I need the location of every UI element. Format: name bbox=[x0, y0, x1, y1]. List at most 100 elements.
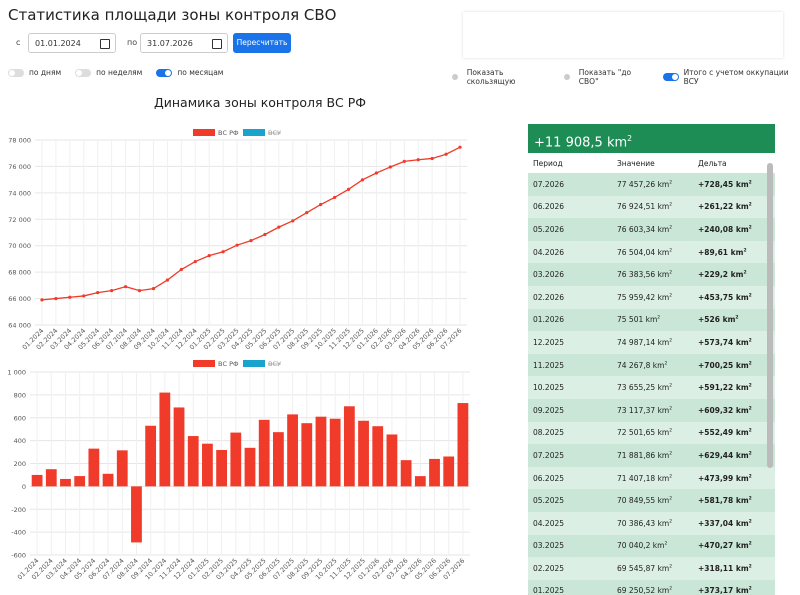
toggle[interactable]: по месяцам bbox=[156, 68, 223, 77]
recalc-button[interactable]: Пересчитать bbox=[233, 33, 291, 53]
y-tick-label: -200 bbox=[11, 506, 26, 514]
unit: km bbox=[657, 405, 670, 415]
scrollbar[interactable] bbox=[767, 163, 773, 468]
table-row: 09.2025 73 117,37 km2 +609,32 km2 bbox=[528, 398, 775, 422]
point bbox=[235, 243, 239, 247]
point bbox=[305, 211, 309, 215]
bar bbox=[230, 432, 242, 487]
y-tick-label: 200 bbox=[14, 460, 26, 468]
cell: 03.2026 bbox=[533, 270, 565, 280]
option-label: Итого с учетом оккупации ВСУ bbox=[683, 68, 789, 86]
point bbox=[40, 298, 44, 302]
unit: km bbox=[657, 563, 670, 573]
cell: 75 959,42 km2 bbox=[617, 293, 698, 302]
cell-value: +552,49 bbox=[698, 428, 734, 438]
unit-exp: 2 bbox=[743, 270, 747, 276]
unit: km bbox=[657, 224, 670, 234]
unit-exp: 2 bbox=[664, 541, 668, 547]
table-row: 05.2026 76 603,34 km2 +240,08 km2 bbox=[528, 218, 775, 241]
cell: +552,49 km2 bbox=[698, 428, 768, 437]
unit: km bbox=[657, 270, 670, 280]
unit-exp: 2 bbox=[669, 451, 673, 457]
unit: km bbox=[657, 247, 670, 257]
unit-exp: 2 bbox=[669, 383, 673, 389]
unit: km bbox=[657, 586, 670, 595]
option[interactable]: Показать "до СВО" bbox=[564, 68, 649, 86]
toggle[interactable]: по дням bbox=[8, 68, 61, 77]
to-date[interactable]: 31.07.2026 bbox=[140, 33, 228, 53]
option-label: Показать "до СВО" bbox=[578, 68, 632, 86]
cell-value: +470,27 bbox=[698, 541, 734, 551]
cell-value: 70 849,55 bbox=[617, 496, 656, 506]
switch bbox=[156, 68, 173, 77]
unit-exp: 2 bbox=[748, 180, 752, 186]
table-row: 07.2025 71 881,86 km2 +629,44 km2 bbox=[528, 444, 775, 467]
unit-exp: 2 bbox=[669, 474, 673, 480]
legend-label: ВСУ bbox=[268, 129, 281, 137]
point bbox=[221, 250, 225, 254]
toggle-label: по неделям bbox=[96, 68, 143, 77]
legend-swatch bbox=[193, 360, 215, 367]
legend-swatch bbox=[193, 129, 215, 136]
point bbox=[249, 239, 253, 243]
toggle-label: по месяцам bbox=[177, 68, 224, 77]
cell: 06.2026 bbox=[533, 202, 565, 212]
bar bbox=[287, 414, 298, 487]
cell-value: +261,22 bbox=[698, 202, 734, 212]
cell: +573,74 km2 bbox=[698, 338, 768, 347]
point bbox=[193, 259, 197, 264]
unit: km bbox=[735, 405, 749, 415]
cell: 07.2025 bbox=[533, 450, 565, 460]
bar bbox=[315, 416, 327, 487]
point bbox=[110, 289, 114, 293]
cell: 08.2025 bbox=[533, 428, 565, 438]
unit-exp: 2 bbox=[669, 293, 673, 299]
switch bbox=[75, 68, 92, 77]
unit: km bbox=[730, 247, 744, 257]
cell: +373,17 km2 bbox=[698, 586, 768, 595]
cell: 70 386,43 km2 bbox=[617, 519, 698, 528]
unit: km bbox=[735, 473, 749, 483]
y-tick-label: 68 000 bbox=[8, 269, 31, 277]
unit: km bbox=[657, 428, 670, 438]
cell: 01.2026 bbox=[533, 315, 565, 325]
cell: 09.2025 bbox=[533, 405, 565, 415]
unit-exp: 2 bbox=[748, 383, 752, 389]
unit: km bbox=[735, 383, 749, 393]
point bbox=[207, 254, 211, 258]
bar bbox=[159, 392, 171, 487]
option[interactable]: Показать скользящую bbox=[452, 68, 550, 86]
y-tick-label: 72 000 bbox=[8, 216, 31, 224]
y-tick-label: 600 bbox=[14, 414, 26, 422]
point bbox=[374, 171, 379, 175]
table-row: 05.2025 70 849,55 km2 +581,78 km2 bbox=[528, 489, 775, 512]
unit: km bbox=[657, 292, 670, 302]
unit-exp: 2 bbox=[748, 428, 752, 434]
toggle[interactable]: по неделям bbox=[75, 68, 142, 77]
cell: 69 545,87 km2 bbox=[617, 564, 698, 573]
unit-exp: 2 bbox=[748, 496, 752, 502]
unit-exp: 2 bbox=[669, 180, 673, 186]
from-date-text: 01.01.2024 bbox=[35, 39, 81, 48]
cell: 01.2025 bbox=[533, 586, 565, 595]
unit-exp: 2 bbox=[748, 406, 752, 412]
unit: km bbox=[657, 337, 670, 347]
unit-exp: 2 bbox=[669, 248, 673, 254]
from-date[interactable]: 01.01.2024 bbox=[28, 33, 116, 53]
charts: 64 000 66 000 68 000 70 000 72 000 74 000 76 0… bbox=[7, 129, 470, 581]
bar bbox=[60, 478, 71, 487]
bar bbox=[386, 434, 398, 487]
point bbox=[416, 158, 420, 162]
unit: km bbox=[657, 496, 670, 506]
y-tick-label: 400 bbox=[14, 437, 26, 445]
unit: km bbox=[606, 135, 628, 151]
cell: 76 603,34 km2 bbox=[617, 225, 698, 234]
cell: 03.2025 bbox=[533, 541, 565, 551]
cell-value: +728,45 bbox=[698, 179, 734, 189]
cell: +728,45 km2 bbox=[698, 180, 768, 189]
unit: km bbox=[645, 315, 658, 325]
unit-exp: 2 bbox=[748, 202, 752, 208]
unit-exp: 2 bbox=[748, 361, 752, 367]
option[interactable]: Итого с учетом оккупации ВСУ bbox=[663, 68, 800, 86]
point bbox=[263, 232, 267, 237]
